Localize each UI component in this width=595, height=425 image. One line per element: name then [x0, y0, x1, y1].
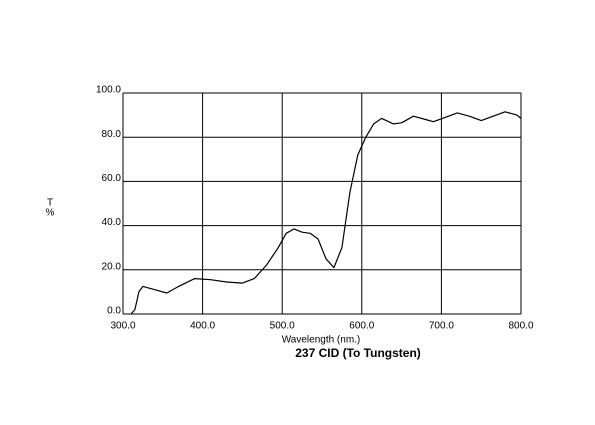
y-tick-label: 0.0: [107, 306, 121, 317]
x-tick-label: 800.0: [508, 321, 533, 332]
y-tick-label: 60.0: [102, 173, 122, 184]
y-tick-label: 80.0: [102, 129, 122, 140]
data-line: [130, 111, 522, 315]
x-tick-label: 300.0: [110, 321, 135, 332]
y-axis-label: %: [46, 208, 55, 219]
x-axis-label: Wavelength (nm.): [282, 335, 361, 346]
y-tick-label: 40.0: [102, 217, 122, 228]
x-tick-label: 500.0: [270, 321, 295, 332]
x-tick-label: 700.0: [429, 321, 454, 332]
x-tick-label: 600.0: [349, 321, 374, 332]
chart-title: 237 CID (To Tungsten): [295, 346, 421, 360]
x-tick-label: 400.0: [190, 321, 215, 332]
y-tick-label: 20.0: [102, 261, 122, 272]
y-tick-label: 100.0: [96, 85, 121, 96]
y-axis-label: T: [47, 198, 53, 209]
